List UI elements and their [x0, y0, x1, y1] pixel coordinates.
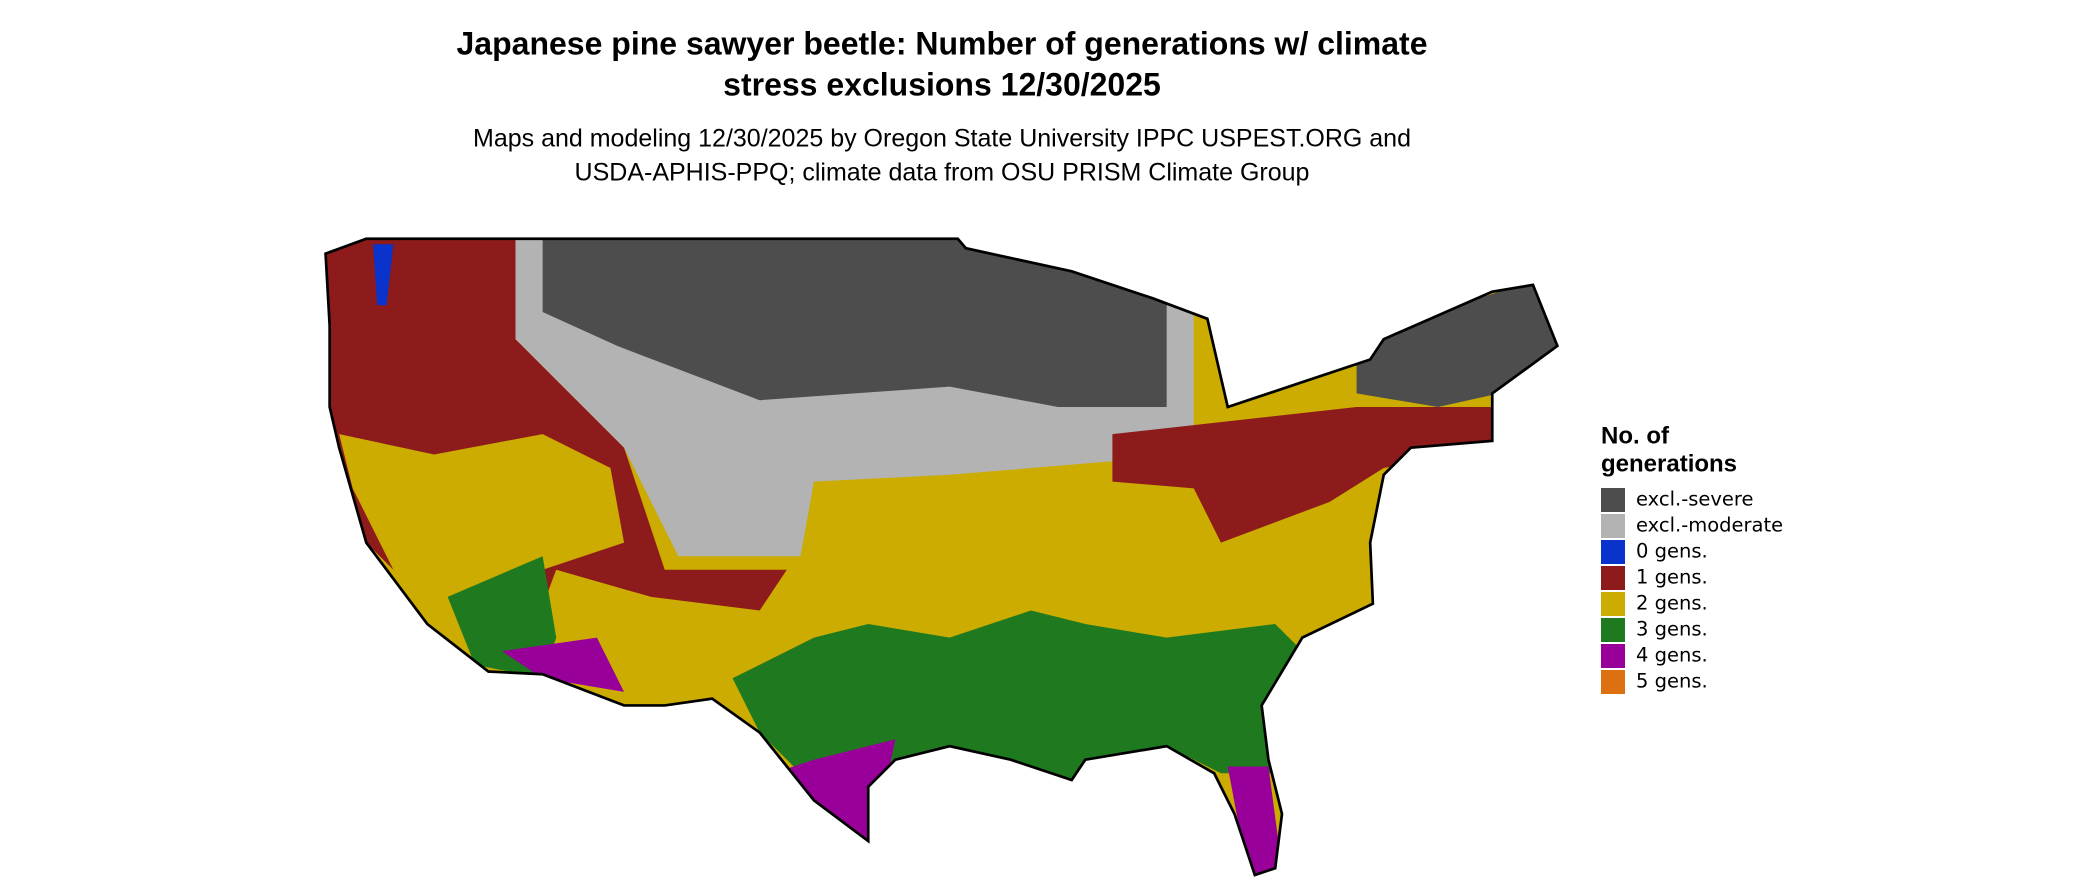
legend-label: 2 gens.: [1636, 592, 1708, 615]
title: stress exclusions 12/30/2025: [723, 66, 1161, 102]
region: [542, 238, 1167, 407]
legend: excl.-severe excl.-moderate 0 gens. 1 gens.…: [1601, 488, 1783, 694]
legend-label: 1 gens.: [1636, 566, 1708, 589]
region: [373, 244, 394, 306]
map: [324, 237, 1560, 877]
legend-label: 5 gens.: [1636, 670, 1708, 693]
legend-label: excl.-moderate: [1636, 514, 1783, 537]
legend-swatch: [1601, 644, 1625, 668]
region: [1227, 766, 1282, 876]
legend-swatch: [1601, 488, 1625, 512]
region: [1112, 406, 1493, 543]
subtitle: Maps and modeling 12/30/2025 by Oregon S…: [473, 125, 1411, 153]
legend-swatch: [1601, 566, 1625, 590]
legend-title: No. of: [1601, 422, 1670, 449]
us-outline: [324, 237, 1560, 877]
subtitle: USDA-APHIS-PPQ; climate data from OSU PR…: [575, 159, 1310, 187]
legend-label: 3 gens.: [1636, 618, 1708, 641]
legend-swatch: [1601, 592, 1625, 616]
legend-label: 4 gens.: [1636, 644, 1708, 667]
legend-label: excl.-severe: [1636, 488, 1754, 511]
legend-swatch: [1601, 618, 1625, 642]
region: [773, 739, 896, 869]
region: [1356, 271, 1558, 407]
legend-title: generations: [1601, 450, 1737, 477]
legend-swatch: [1601, 514, 1625, 538]
legend-swatch: [1601, 540, 1625, 564]
region: [501, 637, 625, 692]
region: [732, 610, 1303, 787]
legend-label: 0 gens.: [1636, 540, 1708, 563]
title: Japanese pine sawyer beetle: Number of g…: [457, 25, 1428, 61]
region: [339, 434, 625, 638]
legend-swatch: [1601, 670, 1625, 694]
